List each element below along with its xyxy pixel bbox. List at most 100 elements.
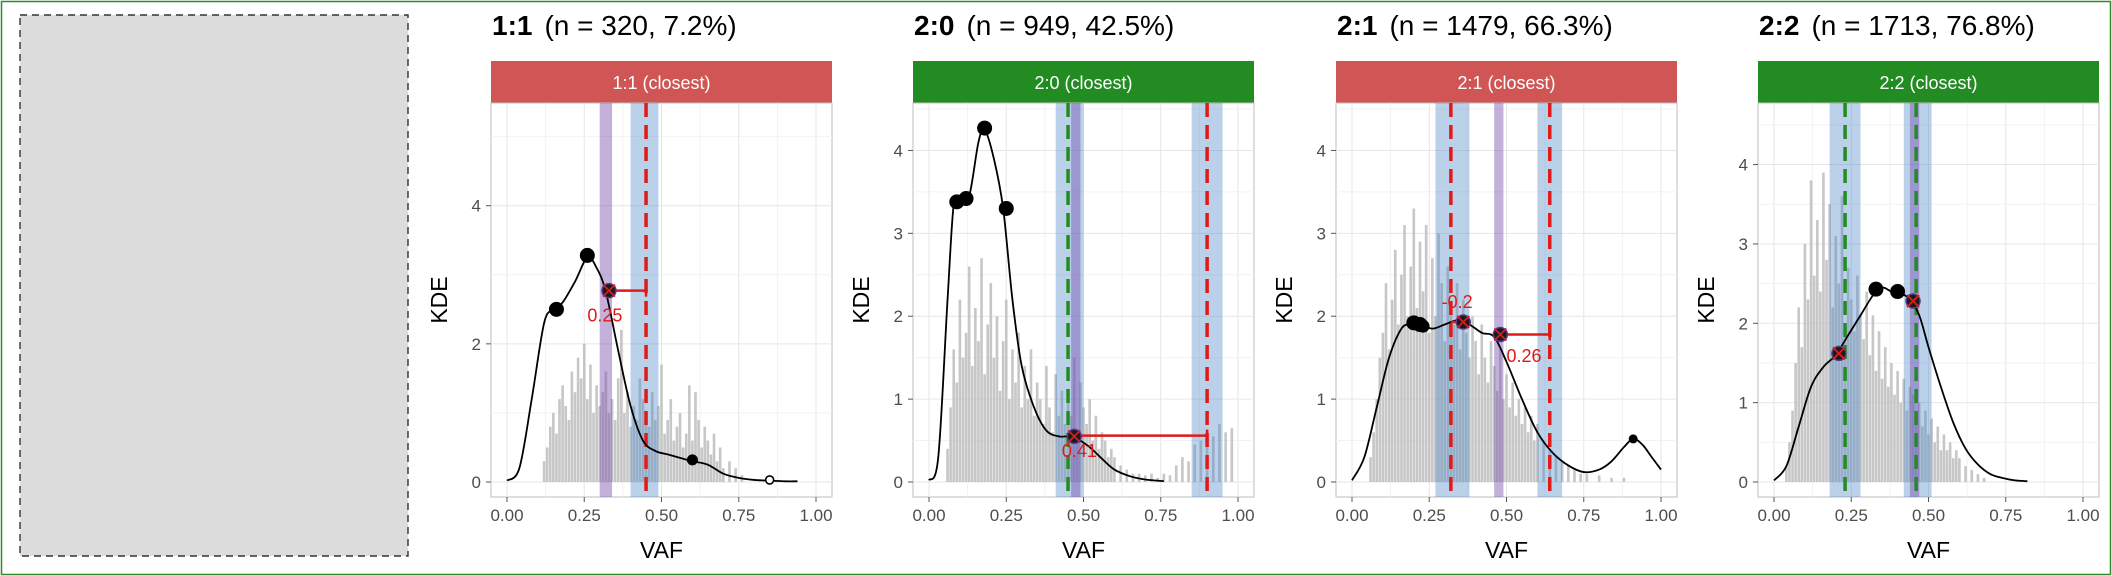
histogram-bar [946,448,949,482]
histogram-bar [604,371,608,482]
histogram-bar [1224,432,1227,482]
histogram-bar [1794,362,1797,482]
histogram-bar [552,412,555,482]
histogram-bar [1409,266,1413,482]
histogram-bar [1032,415,1036,482]
histogram-bar [1517,399,1521,482]
panel-title-karyotype: 2:2 [1759,10,1799,41]
y-axis-title: KDE [1693,276,1719,323]
histogram-bar [1560,461,1564,482]
facet-strip-label: 2:2 (closest) [1879,73,1977,93]
histogram-bar [1415,307,1419,482]
chart-panel-2-1: 2:1 (n = 1479, 66.3%) 2:1 (closest) -0.2 0.2… [1271,10,1678,563]
distance-label: 0.41 [1062,441,1097,461]
histogram-bar [1458,349,1462,482]
histogram-bar [1930,418,1933,482]
histogram-bar [949,407,952,482]
histogram-bar [555,433,558,482]
kde-peak-point [998,200,1014,216]
histogram-bar [1831,307,1835,482]
histogram-bar [1477,374,1481,482]
y-tick-label: 0 [1739,473,1748,492]
x-tick-label: 0.25 [1835,506,1868,525]
x-axis-title: VAF [1062,537,1105,563]
histogram-bar [1868,355,1872,482]
histogram-bar [703,426,707,482]
kde-curve [1351,319,1662,481]
histogram-bar [1536,423,1539,482]
y-tick-label: 2 [894,307,903,326]
histogram-bar [1936,426,1940,482]
histogram-bar [1939,450,1943,482]
histogram-bar [1088,399,1091,482]
facet-strip [491,61,832,103]
histogram-bar [1004,299,1008,482]
histogram-bar [967,266,971,482]
chart-panel-2-2: 2:2 (n = 1713, 76.8%) 2:2 (closest) 0.00 0.2… [1693,10,2100,563]
histogram-bar [1403,225,1406,483]
histogram-bar [1199,440,1203,482]
histogram-bar [626,392,629,482]
histogram-bar [1045,365,1048,482]
histogram-bar [995,316,999,482]
histogram-bar [1489,341,1493,482]
kde-peak-point [686,454,698,466]
histogram-bar [564,406,568,482]
histogram-bar [660,364,663,482]
histogram-bar [1846,267,1850,482]
x-tick-label: 1.00 [799,506,832,525]
y-tick-label: 1 [894,390,903,409]
histogram-bar [1899,402,1903,482]
histogram-bar [1877,331,1881,482]
histogram-bar [1100,432,1104,482]
histogram-bar [1511,382,1514,482]
histogram-bar [573,392,577,482]
histogram-bar [1020,407,1024,482]
histogram-bar [1474,341,1477,482]
y-tick-label: 3 [894,224,903,243]
kde-peak-point [1628,434,1638,444]
histogram-bar [1397,324,1400,482]
histogram-bar [1859,315,1862,482]
histogram-bar [582,343,586,482]
histogram-bar [1871,315,1875,482]
histogram-bar [1921,426,1924,482]
histogram-bar [1063,423,1067,482]
histogram-bar [1529,415,1533,482]
histogram-bar [1942,434,1946,482]
histogram-bar [1230,428,1234,482]
histogram-bar [620,330,623,482]
histogram-bar [1424,225,1428,483]
histogram-bar [964,332,968,482]
x-tick-label: 0.50 [1912,506,1945,525]
histogram-bar [1825,259,1828,482]
x-axis-title: VAF [640,537,683,563]
peak-match-band [1494,103,1504,497]
x-tick-label: 1.00 [2066,506,2099,525]
x-tick-label: 0.25 [1413,506,1446,525]
matched-peak-cross [1067,429,1081,444]
histogram-bar [1495,390,1499,482]
x-tick-label: 0.75 [1144,506,1177,525]
x-tick-label: 0.75 [722,506,755,525]
matched-peak-cross [1456,315,1470,329]
histogram-bar [1468,357,1471,482]
histogram-bar [1883,347,1887,482]
histogram-bar [1508,407,1511,482]
matched-peak-cross [1832,346,1846,361]
x-tick-label: 0.00 [912,506,945,525]
y-axis-title: KDE [426,276,452,323]
histogram-bar [952,349,956,482]
histogram-bar [718,447,722,482]
panel-title-stats: (n = 1479, 66.3%) [1389,10,1612,41]
y-tick-label: 0 [1317,473,1326,492]
histogram-bar [632,406,636,482]
histogram-bar [1806,299,1810,482]
histogram-bar [1914,418,1918,482]
kde-peak-point [1890,284,1906,300]
x-tick-label: 0.50 [645,506,678,525]
histogram-bar [1579,473,1582,482]
x-tick-label: 0.75 [1989,506,2022,525]
histogram-bar [1471,316,1474,482]
histogram-bar [1035,382,1039,482]
